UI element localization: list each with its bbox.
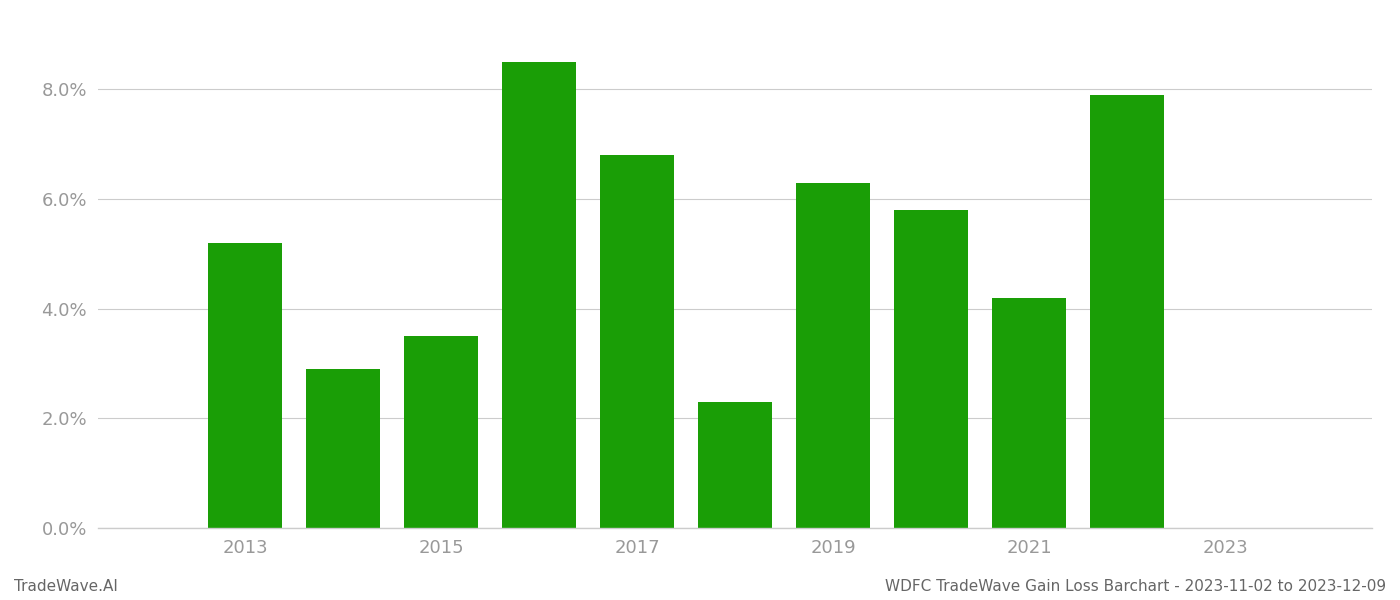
Bar <box>209 243 281 528</box>
Text: TradeWave.AI: TradeWave.AI <box>14 579 118 594</box>
Bar <box>993 298 1065 528</box>
Text: WDFC TradeWave Gain Loss Barchart - 2023-11-02 to 2023-12-09: WDFC TradeWave Gain Loss Barchart - 2023… <box>885 579 1386 594</box>
Bar <box>405 336 477 528</box>
Bar <box>503 62 575 528</box>
Bar <box>699 402 771 528</box>
Bar <box>797 182 869 528</box>
Bar <box>895 210 967 528</box>
Bar <box>601 155 673 528</box>
Bar <box>307 369 379 528</box>
Bar <box>1091 95 1163 528</box>
